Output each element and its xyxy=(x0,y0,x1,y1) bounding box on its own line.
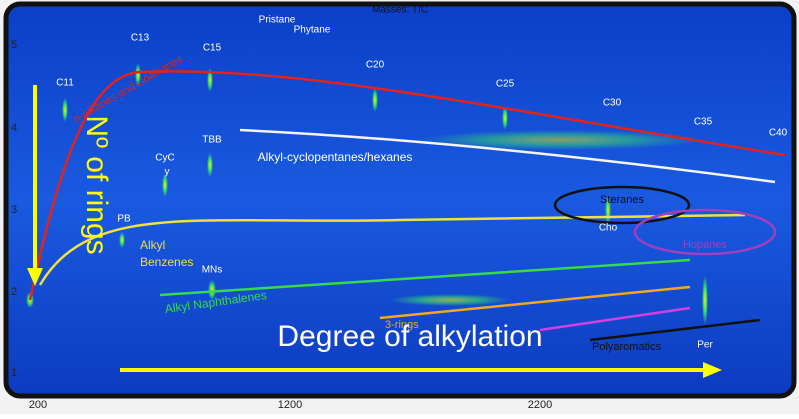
chromatogram: Masses: TIC 5432120012002200 C11C13C15Pr… xyxy=(0,0,799,414)
compound-label: Cho xyxy=(599,223,618,234)
group-label: Polyaromatics xyxy=(592,341,662,353)
group-label: Hopanes xyxy=(683,239,728,251)
plot-title: Masses: TIC xyxy=(372,5,428,16)
compound-label: C20 xyxy=(366,60,385,71)
y-tick-label: 2 xyxy=(11,286,17,298)
compound-label: MNs xyxy=(202,265,223,276)
axis-annotation: Degree of alkylation xyxy=(277,320,542,353)
compound-label: TBB xyxy=(202,135,222,146)
axis-annotation: Nº of rings xyxy=(80,115,113,254)
y-tick-label: 1 xyxy=(11,367,17,379)
compound-label: C15 xyxy=(203,43,222,54)
y-tick-label: 5 xyxy=(11,39,17,51)
group-label: Alkyl-cyclopentanes/hexanes xyxy=(258,150,413,164)
y-tick-label: 4 xyxy=(11,122,17,134)
compound-label: C25 xyxy=(496,79,515,90)
y-tick-label: 3 xyxy=(11,204,17,216)
compound-label: PB xyxy=(117,214,131,225)
group-label: Benzenes xyxy=(140,255,193,269)
x-tick-label: 2200 xyxy=(528,399,552,411)
x-tick-label: 200 xyxy=(29,399,47,411)
compound-label: CyC xyxy=(155,153,174,164)
x-tick-label: 1200 xyxy=(278,399,302,411)
compound-label: Pristane xyxy=(259,15,296,26)
compound-label: C13 xyxy=(131,33,150,44)
compound-label: y xyxy=(165,167,170,178)
compound-label: Per xyxy=(697,340,713,351)
group-label: Alkyl xyxy=(140,238,165,252)
compound-label: C30 xyxy=(603,98,622,109)
group-label: Steranes xyxy=(600,194,645,206)
compound-label: C11 xyxy=(56,78,74,89)
compound-label: C35 xyxy=(694,117,713,128)
compound-label: Phytane xyxy=(294,25,331,36)
compound-label: C40 xyxy=(769,128,788,139)
